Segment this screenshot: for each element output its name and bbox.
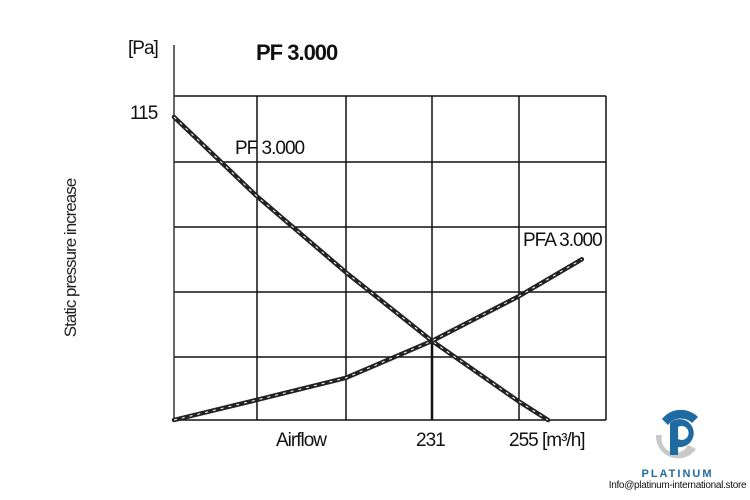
contact-email: Info@platinum-international.store: [608, 480, 747, 491]
chart-title: PF 3.000: [256, 40, 338, 65]
x-axis-label: Airflow: [276, 430, 327, 451]
logo-brand: PLATINUM: [641, 468, 714, 480]
series-label-pf: PF 3.000: [235, 138, 305, 159]
y-unit-label: [Pa]: [128, 38, 159, 59]
series-line-pf: [171, 114, 551, 423]
x-tick-label: 231: [416, 430, 446, 451]
series-line-highlight: [173, 258, 583, 421]
platinum-logo: PLATINUM Info@platinum-international.sto…: [605, 405, 750, 491]
y-tick-label: 115: [130, 103, 158, 124]
x-tick-label: 255 [m³/h]: [509, 430, 586, 451]
series-line-pfa: [171, 257, 585, 423]
logo-icon: [655, 409, 698, 459]
y-axis-label: Static pressure increase: [61, 178, 80, 338]
series-label-pfa: PFA 3.000: [523, 230, 603, 251]
